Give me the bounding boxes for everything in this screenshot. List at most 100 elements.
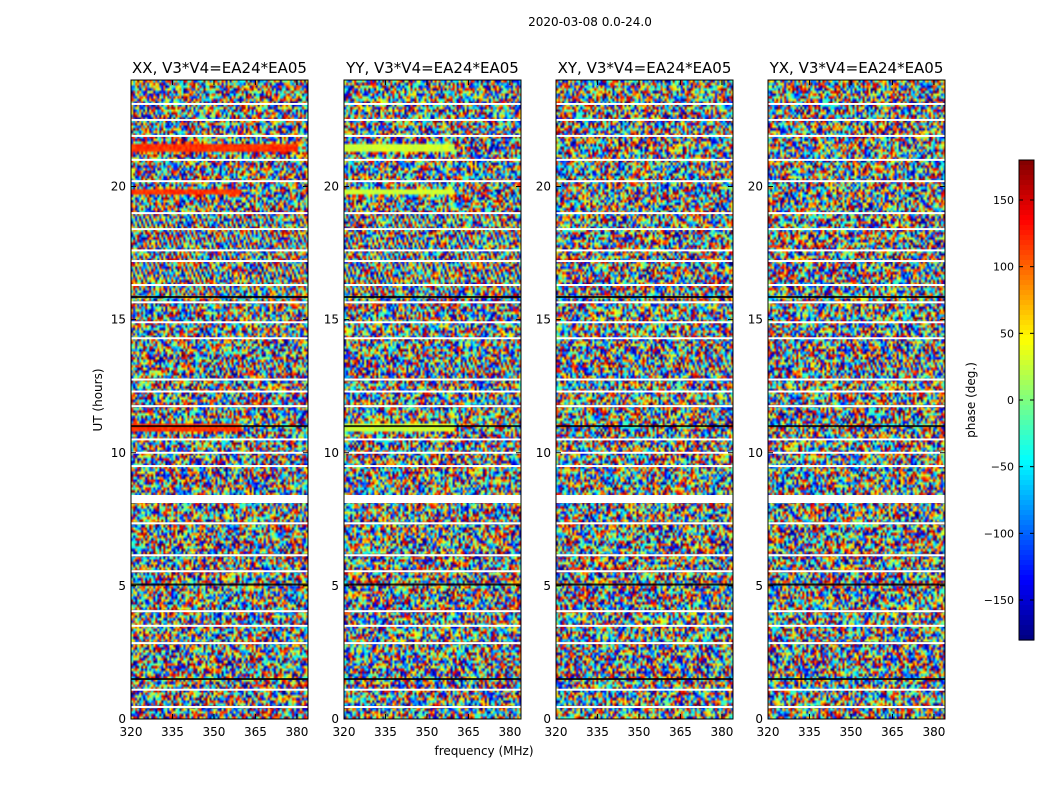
flagged-row: [131, 337, 308, 340]
colorbar-segment: [1019, 350, 1034, 356]
x-tick-label: 335: [798, 725, 821, 739]
flagged-row: [768, 118, 945, 121]
flagged-row: [344, 465, 521, 468]
flagged-row: [556, 554, 733, 557]
flagged-row: [768, 706, 945, 709]
flagged-row: [131, 610, 308, 613]
colorbar-segment: [1019, 495, 1034, 501]
dark-row: [556, 583, 733, 586]
colorbar-segment: [1019, 225, 1034, 231]
y-tick-label: 20: [748, 180, 763, 194]
flagged-row: [131, 554, 308, 557]
flagged-row: [768, 102, 945, 105]
colorbar-segment: [1019, 190, 1034, 196]
colorbar-segment: [1019, 560, 1034, 566]
colorbar-segment: [1019, 415, 1034, 421]
colorbar-segment: [1019, 340, 1034, 346]
flagged-row: [344, 301, 521, 304]
flagged-row: [344, 212, 521, 215]
colorbar-segment: [1019, 600, 1034, 606]
flagged-row: [131, 438, 308, 441]
colorbar-tick-label: −50: [991, 461, 1014, 474]
y-tick-label: 15: [748, 313, 763, 327]
colorbar-segment: [1019, 505, 1034, 511]
x-tick-label: 335: [161, 725, 184, 739]
y-tick-label: 15: [536, 313, 551, 327]
panel-frame: [555, 79, 734, 720]
dark-row: [556, 295, 733, 298]
flagged-row: [556, 624, 733, 627]
colorbar-segment: [1019, 345, 1034, 351]
colorbar-segment: [1019, 465, 1034, 471]
colorbar-segment: [1019, 230, 1034, 236]
colorbar-segment: [1019, 635, 1034, 641]
colorbar-tick-label: 0: [1007, 394, 1014, 407]
colorbar-segment: [1019, 285, 1034, 291]
colorbar-segment: [1019, 315, 1034, 321]
flagged-row: [556, 158, 733, 161]
colorbar-segment: [1019, 320, 1034, 326]
colorbar-segment: [1019, 235, 1034, 241]
colorbar-segment: [1019, 480, 1034, 486]
colorbar-segment: [1019, 270, 1034, 276]
flagged-row: [556, 642, 733, 645]
colorbar-segment: [1019, 245, 1034, 251]
colorbar-segment: [1019, 290, 1034, 296]
panel: XX, V3*V4=EA24*EA05 320 335 350 365 380 0 5 10 15…: [111, 59, 309, 739]
x-tick-label: 335: [374, 725, 397, 739]
x-tick-label: 365: [457, 725, 480, 739]
flagged-row: [556, 212, 733, 215]
dark-row: [344, 678, 521, 681]
colorbar-segment: [1019, 550, 1034, 556]
colorbar-segment: [1019, 545, 1034, 551]
colorbar-segment: [1019, 615, 1034, 621]
heatmap-image: [344, 80, 521, 719]
flagged-row: [131, 378, 308, 381]
colorbar-label: phase (deg.): [964, 362, 978, 438]
colorbar-segment: [1019, 195, 1034, 201]
flagged-row: [344, 180, 521, 183]
dark-row: [344, 295, 521, 298]
panel-title: XY, V3*V4=EA24*EA05: [558, 59, 732, 77]
colorbar-segment: [1019, 280, 1034, 286]
flagged-row: [131, 501, 308, 504]
flagged-row: [344, 688, 521, 691]
panel: YY, V3*V4=EA24*EA05 320 335 350 365 380 0 5 10 15…: [324, 59, 522, 739]
panel: YX, V3*V4=EA24*EA05 320 335 350 365 380 0 5 10 15…: [748, 59, 946, 739]
colorbar-segment: [1019, 165, 1034, 171]
panel: XY, V3*V4=EA24*EA05 320 335 350 365 380 0 5 10 15…: [536, 59, 734, 739]
colorbar-segment: [1019, 260, 1034, 266]
colorbar-segment: [1019, 590, 1034, 596]
colorbar-segment: [1019, 265, 1034, 271]
colorbar-segment: [1019, 525, 1034, 531]
flagged-row: [131, 249, 308, 252]
figure-suptitle: 2020-03-08 0.0-24.0: [528, 15, 652, 29]
colorbar-tick-label: 50: [1000, 327, 1014, 340]
colorbar-segment: [1019, 500, 1034, 506]
flagged-row: [556, 610, 733, 613]
colorbar-segment: [1019, 430, 1034, 436]
colorbar-segment: [1019, 370, 1034, 376]
flagged-row: [556, 102, 733, 105]
colorbar-segment: [1019, 490, 1034, 496]
y-tick-label: 10: [748, 446, 763, 460]
colorbar-segment: [1019, 535, 1034, 541]
flagged-row: [344, 610, 521, 613]
flagged-row: [131, 118, 308, 121]
panel-frame: [767, 79, 946, 720]
colorbar-segment: [1019, 435, 1034, 441]
colorbar-segment: [1019, 520, 1034, 526]
colorbar-segment: [1019, 605, 1034, 611]
flagged-row: [768, 465, 945, 468]
flagged-row: [556, 570, 733, 573]
y-tick-label: 0: [543, 712, 551, 726]
colorbar-segment: [1019, 205, 1034, 211]
flagged-row: [344, 378, 521, 381]
flagged-row: [768, 180, 945, 183]
flagged-row: [768, 390, 945, 393]
flagged-row: [768, 501, 945, 504]
dark-row: [344, 425, 521, 428]
flagged-row: [344, 228, 521, 231]
colorbar-segment: [1019, 530, 1034, 536]
